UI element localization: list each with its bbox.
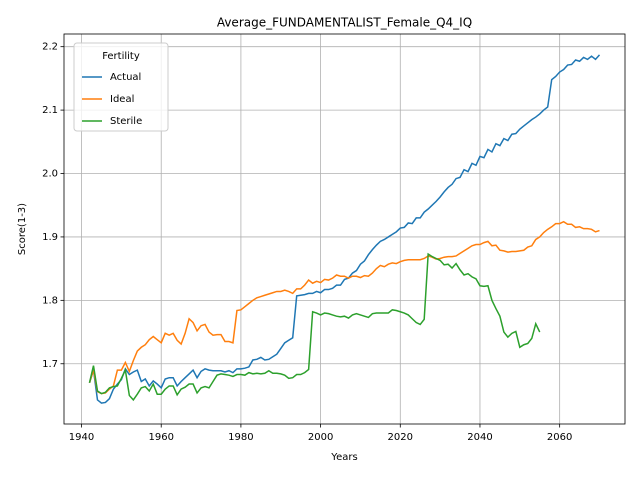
chart-title: Average_FUNDAMENTALIST_Female_Q4_IQ	[217, 16, 472, 30]
legend-label: Ideal	[110, 94, 134, 105]
x-tick-label: 2000	[308, 432, 333, 443]
x-tick-label: 2040	[467, 432, 492, 443]
x-tick-label: 1980	[228, 432, 253, 443]
x-tick-label: 2060	[547, 432, 572, 443]
x-axis-label: Years	[330, 452, 357, 463]
y-tick-label: 2.2	[42, 42, 58, 53]
y-tick-label: 2.0	[42, 169, 58, 180]
x-tick-label: 1960	[148, 432, 173, 443]
legend-box	[73, 42, 169, 132]
legend-label: Actual	[110, 72, 141, 83]
y-tick-label: 2.1	[42, 105, 58, 116]
y-tick-label: 1.8	[42, 295, 58, 306]
legend-title: Fertility	[102, 51, 140, 62]
legend-label: Sterile	[110, 116, 142, 127]
x-tick-label: 2020	[388, 432, 413, 443]
line-series	[88, 252, 541, 402]
x-tick-label: 1940	[69, 432, 94, 443]
y-tick-label: 1.7	[42, 359, 58, 370]
plot-frame	[63, 33, 626, 425]
y-tick-label: 1.9	[42, 232, 58, 243]
line-series	[88, 54, 601, 404]
y-axis-label: Score(1-3)	[17, 203, 28, 255]
line-series	[88, 220, 600, 395]
